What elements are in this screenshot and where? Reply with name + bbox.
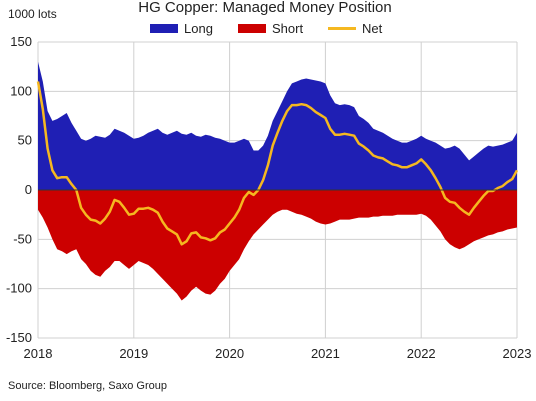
x-tick-label: 2021	[311, 346, 340, 361]
legend-label-short: Short	[272, 21, 303, 36]
legend-swatch-short	[238, 24, 266, 33]
x-tick-label: 2023	[503, 346, 532, 361]
x-tick-label: 2018	[24, 346, 53, 361]
plot-area	[36, 61, 519, 301]
y-tick-label: -150	[6, 330, 32, 345]
legend-swatch-long	[150, 24, 178, 33]
y-tick-label: -50	[13, 231, 32, 246]
x-tick-label: 2022	[407, 346, 436, 361]
y-axis-ticks: 150 100 50 0 -50 -100 -150	[6, 34, 32, 345]
series-short-area	[38, 190, 517, 301]
y-tick-label: 0	[25, 182, 32, 197]
legend: Long Short Net	[150, 21, 383, 36]
y-tick-label: 50	[18, 133, 32, 148]
x-tick-label: 2019	[119, 346, 148, 361]
y-tick-label: 150	[10, 34, 32, 49]
y-tick-label: 100	[10, 83, 32, 98]
y-tick-label: -100	[6, 281, 32, 296]
legend-label-long: Long	[184, 21, 213, 36]
x-tick-label: 2020	[215, 346, 244, 361]
x-axis-ticks: 2018 2019 2020 2021 2022 2023	[24, 346, 532, 361]
chart-title: HG Copper: Managed Money Position	[138, 0, 391, 16]
source-note: Source: Bloomberg, Saxo Group	[8, 380, 167, 392]
y-axis-unit: 1000 lots	[8, 7, 57, 21]
legend-label-net: Net	[362, 21, 383, 36]
series-net-line	[36, 81, 519, 246]
series-long-area	[38, 61, 517, 191]
